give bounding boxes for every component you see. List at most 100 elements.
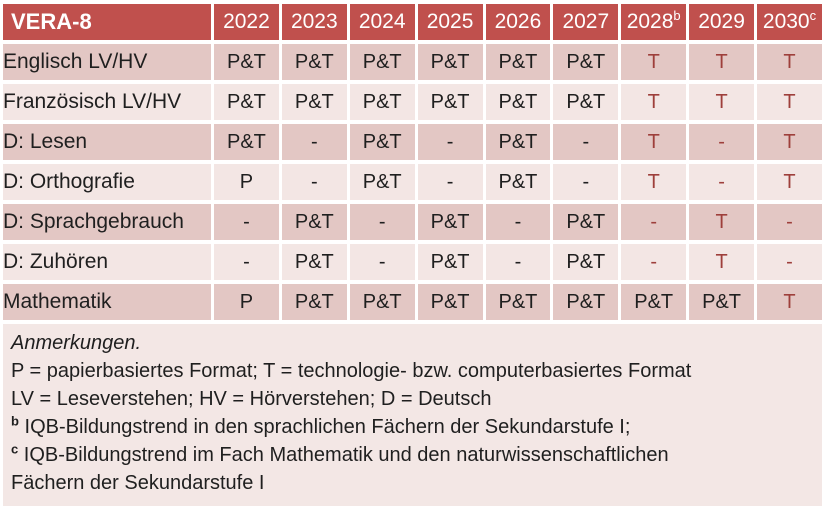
schedule-cell: - — [553, 164, 619, 200]
schedule-cell: - — [485, 244, 551, 280]
year-column-header: 2026 — [485, 4, 551, 40]
schedule-cell: P&T — [417, 244, 483, 280]
note-line: Anmerkungen. — [11, 329, 812, 357]
schedule-cell: - — [281, 164, 347, 200]
table-row: Französisch LV/HV P&T P&T P&T P&T P&T P&T T T T — [3, 84, 822, 120]
schedule-cell: P&T — [417, 204, 483, 240]
schedule-cell: P&T — [553, 204, 619, 240]
schedule-cell: P&T — [485, 284, 551, 320]
table-row: D: Zuhören - P&T - P&T - P&T - T - — [3, 244, 822, 280]
schedule-cell: P — [214, 164, 279, 200]
year-column-header: 2022 — [214, 4, 279, 40]
row-label: Mathematik — [3, 284, 211, 320]
schedule-cell: T — [621, 44, 687, 80]
schedule-cell: T — [621, 124, 687, 160]
schedule-cell: P&T — [214, 44, 279, 80]
table-row: Mathematik P P&T P&T P&T P&T P&T P&T P&T T — [3, 284, 822, 320]
schedule-cell: P&T — [553, 244, 619, 280]
row-label: D: Sprachgebrauch — [3, 204, 211, 240]
year-column-header: 2030c — [757, 4, 822, 40]
schedule-cell: - — [757, 204, 822, 240]
note-text: P = papierbasiertes Format; T = technolo… — [11, 360, 692, 382]
note-line: c IQB-Bildungstrend im Fach Mathematik u… — [11, 441, 812, 469]
schedule-cell: P&T — [417, 84, 483, 120]
year-label: 2028 — [626, 10, 674, 33]
schedule-cell: P&T — [553, 284, 619, 320]
schedule-cell: P&T — [214, 84, 279, 120]
note-text: LV = Leseverstehen; HV = Hörverstehen; D… — [11, 388, 492, 410]
row-label: D: Zuhören — [3, 244, 211, 280]
table-body: Englisch LV/HV P&T P&T P&T P&T P&T P&T T T T Franz… — [3, 44, 822, 320]
row-label: D: Lesen — [3, 124, 211, 160]
note-line: P = papierbasiertes Format; T = technolo… — [11, 357, 812, 385]
note-text: Fächern der Sekundarstufe I — [11, 472, 265, 494]
schedule-cell: P&T — [485, 124, 551, 160]
schedule-cell: T — [689, 204, 754, 240]
schedule-cell: - — [214, 204, 279, 240]
schedule-cell: - — [757, 244, 822, 280]
schedule-cell: - — [621, 244, 687, 280]
vera8-schedule-table: VERA-8 2022 2023 2024 2025 2026 2027 2028b 2029 2… — [3, 4, 822, 320]
schedule-cell: - — [417, 164, 483, 200]
year-column-header: 2028b — [621, 4, 687, 40]
schedule-cell: T — [689, 44, 754, 80]
footnote-marker: b — [673, 8, 681, 23]
schedule-cell: P&T — [349, 164, 415, 200]
note-line: LV = Leseverstehen; HV = Hörverstehen; D… — [11, 385, 812, 413]
schedule-cell: T — [621, 84, 687, 120]
schedule-cell: P&T — [485, 84, 551, 120]
schedule-cell: - — [689, 124, 754, 160]
schedule-cell: T — [757, 164, 822, 200]
footnote-marker: b — [11, 413, 19, 429]
schedule-cell: P&T — [349, 284, 415, 320]
footnote-marker: c — [809, 8, 817, 23]
schedule-cell: - — [621, 204, 687, 240]
table-title: VERA-8 — [3, 4, 211, 40]
row-label: Englisch LV/HV — [3, 44, 211, 80]
year-label: 2025 — [426, 10, 474, 33]
note-text: IQB-Bildungstrend in den sprachlichen Fä… — [24, 416, 631, 438]
schedule-cell: T — [757, 44, 822, 80]
schedule-cell: - — [689, 164, 754, 200]
schedule-cell: T — [757, 124, 822, 160]
table-row: Englisch LV/HV P&T P&T P&T P&T P&T P&T T T T — [3, 44, 822, 80]
schedule-cell: P&T — [281, 204, 347, 240]
note-line: Fächern der Sekundarstufe I — [11, 469, 812, 497]
table-header-row: VERA-8 2022 2023 2024 2025 2026 2027 2028b 2029 2… — [3, 4, 822, 40]
schedule-cell: P — [214, 284, 279, 320]
year-label: 2026 — [494, 10, 542, 33]
schedule-cell: T — [689, 244, 754, 280]
year-column-header: 2027 — [553, 4, 619, 40]
schedule-cell: P&T — [485, 164, 551, 200]
note-text: IQB-Bildungstrend im Fach Mathematik und… — [23, 444, 669, 466]
schedule-cell: - — [281, 124, 347, 160]
footnote-marker: c — [11, 441, 19, 457]
year-column-header: 2025 — [417, 4, 483, 40]
year-label: 2023 — [290, 10, 338, 33]
schedule-cell: P&T — [485, 44, 551, 80]
schedule-cell: P&T — [214, 124, 279, 160]
schedule-cell: P&T — [417, 44, 483, 80]
schedule-cell: P&T — [281, 84, 347, 120]
table-notes: Anmerkungen. P = papierbasiertes Format; … — [3, 324, 822, 506]
year-label: 2029 — [698, 10, 745, 33]
note-text: Anmerkungen. — [11, 332, 142, 354]
row-label: D: Orthografie — [3, 164, 211, 200]
year-label: 2024 — [358, 10, 406, 33]
table-row: D: Orthografie P - P&T - P&T - T - T — [3, 164, 822, 200]
year-column-header: 2023 — [281, 4, 347, 40]
table-row: D: Lesen P&T - P&T - P&T - T - T — [3, 124, 822, 160]
schedule-cell: P&T — [281, 244, 347, 280]
year-label: 2030 — [762, 10, 810, 33]
schedule-cell: - — [214, 244, 279, 280]
schedule-cell: P&T — [417, 284, 483, 320]
schedule-cell: - — [553, 124, 619, 160]
schedule-cell: - — [417, 124, 483, 160]
schedule-cell: P&T — [621, 284, 687, 320]
table-header: VERA-8 2022 2023 2024 2025 2026 2027 2028b 2029 2… — [3, 4, 822, 40]
year-column-header: 2024 — [349, 4, 415, 40]
schedule-cell: - — [485, 204, 551, 240]
schedule-cell: T — [757, 284, 822, 320]
schedule-cell: T — [757, 84, 822, 120]
